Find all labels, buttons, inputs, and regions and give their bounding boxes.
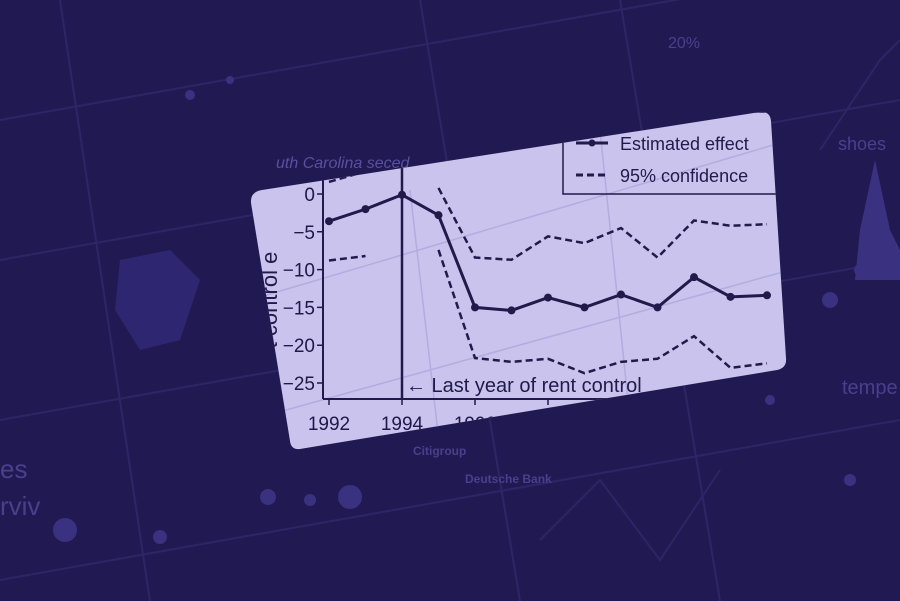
y-tick-label: −10 xyxy=(283,261,315,282)
data-point xyxy=(653,303,662,312)
data-point xyxy=(361,205,370,214)
data-point xyxy=(763,291,771,300)
confidence-band-line xyxy=(437,249,768,375)
data-point xyxy=(398,190,406,199)
legend-entry: 95% confidence xyxy=(620,166,748,186)
bg-label: 20% xyxy=(668,35,700,52)
y-tick-label: −25 xyxy=(283,374,315,395)
bg-label: uth Carolina seced xyxy=(276,155,411,172)
legend: Estimated effect 95% confidence xyxy=(562,111,787,195)
confidence-band-line xyxy=(437,187,768,262)
reference-line-label: ← Last year of rent control xyxy=(406,375,642,397)
data-point xyxy=(690,273,698,282)
confidence-band-line xyxy=(328,254,366,262)
bg-label: rviv xyxy=(0,491,40,521)
legend-entry: Estimated effect xyxy=(620,134,749,154)
bg-label: Deutsche Bank xyxy=(465,472,552,486)
data-point xyxy=(726,292,735,301)
bg-label: Citigroup xyxy=(413,444,466,458)
data-point xyxy=(544,293,552,302)
y-tick-label: −5 xyxy=(293,223,315,244)
y-tick-label: −20 xyxy=(283,336,315,357)
data-point xyxy=(325,217,333,226)
x-tick-label: 1994 xyxy=(381,414,424,435)
bg-label: es xyxy=(0,454,27,484)
data-point xyxy=(507,306,516,315)
line-chart: 0−5−10−15−20−25199219941996← Last year o… xyxy=(283,140,787,435)
data-point xyxy=(617,290,625,299)
y-tick-label: 0 xyxy=(304,185,315,206)
x-tick-label: 1992 xyxy=(308,414,350,435)
data-point xyxy=(434,211,443,220)
data-point xyxy=(471,303,479,312)
legend-marker xyxy=(588,139,596,147)
y-tick-label: −15 xyxy=(283,298,315,319)
bg-label: tempe xyxy=(842,377,898,399)
confidence-band-line xyxy=(328,170,366,184)
data-point xyxy=(580,303,589,312)
bg-label: shoes xyxy=(838,134,886,154)
